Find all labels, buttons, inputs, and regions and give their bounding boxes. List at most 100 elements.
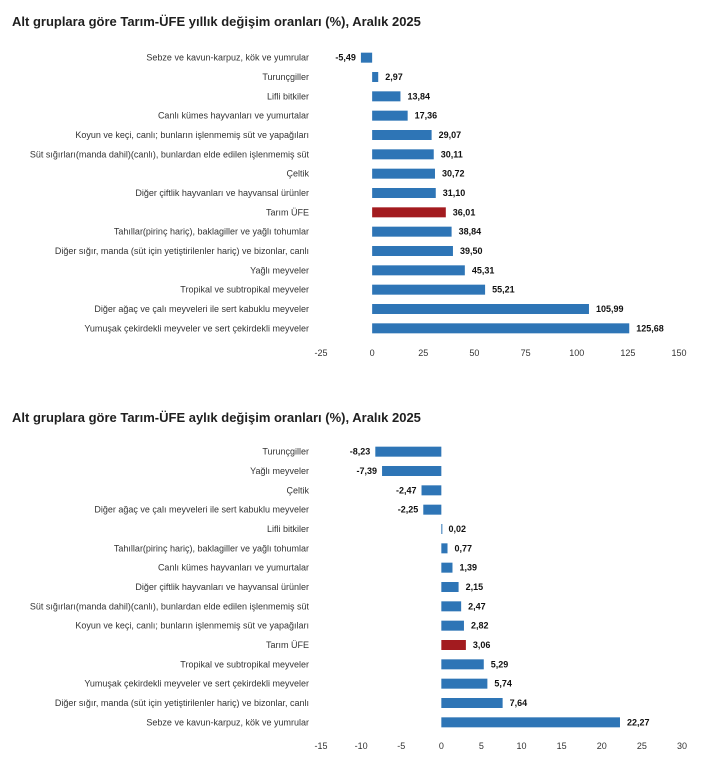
bar-13 — [441, 678, 488, 689]
bar-12 — [372, 265, 465, 276]
category-label: Çeltik — [286, 485, 309, 495]
value-label: 30,11 — [441, 149, 463, 159]
bar-7 — [372, 168, 435, 179]
value-label: 0,02 — [448, 524, 466, 534]
bar-14 — [441, 698, 503, 708]
bar-11 — [441, 640, 466, 650]
value-label: 2,15 — [466, 582, 484, 592]
value-label: 2,82 — [471, 621, 489, 631]
value-label: 3,06 — [473, 640, 491, 650]
value-label: 38,84 — [459, 227, 482, 237]
category-label: Diğer sığır, manda (süt için yetiştirile… — [55, 246, 309, 256]
value-label: 22,27 — [627, 717, 650, 727]
value-label: 55,21 — [492, 285, 515, 295]
category-label: Turunçgiller — [262, 72, 309, 82]
value-label: 5,29 — [491, 659, 509, 669]
category-label: Tarım ÜFE — [266, 207, 309, 217]
bar-8 — [372, 188, 436, 198]
x-tick-label: 0 — [439, 741, 444, 751]
annual-change-bar-chart: Sebze ve kavun-karpuz, kök ve yumrular -5… — [30, 52, 687, 358]
category-label: Tahıllar(pirinç hariç), baklagiller ve y… — [114, 227, 309, 237]
category-label: Yağlı meyveler — [250, 265, 309, 275]
bar-5 — [372, 130, 432, 140]
bar-9 — [441, 601, 462, 612]
category-label: Turunçgiller — [262, 447, 309, 457]
category-label: Tropikal ve subtropikal meyveler — [180, 285, 309, 295]
x-tick-label: 100 — [569, 348, 584, 358]
x-tick-label: 0 — [370, 348, 375, 358]
category-label: Diğer ağaç ve çalı meyveleri ile sert ka… — [94, 304, 309, 314]
category-label: Koyun ve keçi, canlı; bunların işlenmemi… — [75, 130, 309, 140]
x-tick-label: -10 — [355, 741, 368, 751]
value-label: 13,84 — [407, 91, 430, 101]
x-tick-label: 30 — [677, 741, 687, 751]
category-label: Lifli bitkiler — [267, 524, 309, 534]
bar-5 — [441, 524, 443, 534]
category-label: Diğer çiftlik hayvanları ve hayvansal ür… — [135, 582, 309, 592]
value-label: 1,39 — [459, 563, 477, 573]
bar-4 — [423, 504, 442, 515]
x-tick-label: 5 — [479, 741, 484, 751]
bar-11 — [372, 246, 453, 256]
x-tick-label: 150 — [671, 348, 686, 358]
category-label: Süt sığırları(manda dahil)(canlı), bunla… — [30, 149, 310, 159]
value-label: 125,68 — [636, 323, 664, 333]
x-tick-label: 125 — [620, 348, 635, 358]
value-label: 2,97 — [385, 72, 403, 82]
bar-12 — [441, 659, 484, 670]
bar-13 — [372, 284, 486, 295]
category-label: Diğer ağaç ve çalı meyveleri ile sert ka… — [94, 505, 309, 515]
value-label: 39,50 — [460, 246, 483, 256]
value-label: 45,31 — [472, 265, 495, 275]
bar-1 — [375, 446, 442, 457]
value-label: -2,25 — [398, 505, 419, 515]
category-label: Tahıllar(pirinç hariç), baklagiller ve y… — [114, 543, 309, 553]
bar-2 — [372, 72, 379, 82]
x-tick-label: 25 — [418, 348, 428, 358]
bar-3 — [421, 485, 442, 496]
x-tick-label: 75 — [521, 348, 531, 358]
category-label: Yumuşak çekirdekli meyveler ve sert çeki… — [84, 679, 309, 689]
value-label: 36,01 — [453, 207, 476, 217]
x-tick-label: 50 — [469, 348, 479, 358]
chart-title-monthly: Alt gruplara göre Tarım-ÜFE aylık değişi… — [12, 410, 421, 425]
category-label: Lifli bitkiler — [267, 91, 309, 101]
x-tick-label: -25 — [314, 348, 327, 358]
bar-1 — [360, 52, 373, 63]
category-label: Yağlı meyveler — [250, 466, 309, 476]
category-label: Canlı kümes hayvanları ve yumurtalar — [158, 563, 309, 573]
x-tick-label: 25 — [637, 741, 647, 751]
x-tick-label: 20 — [597, 741, 607, 751]
value-label: 29,07 — [439, 130, 462, 140]
category-label: Koyun ve keçi, canlı; bunların işlenmemi… — [75, 621, 309, 631]
value-label: 105,99 — [596, 304, 624, 314]
value-label: 30,72 — [442, 169, 465, 179]
value-label: -7,39 — [357, 466, 378, 476]
bar-15 — [441, 717, 620, 728]
bar-10 — [372, 226, 452, 237]
x-tick-label: 10 — [517, 741, 527, 751]
category-label: Sebze ve kavun-karpuz, kök ve yumrular — [146, 53, 309, 63]
category-label: Diğer sığır, manda (süt için yetiştirile… — [55, 698, 309, 708]
bar-14 — [372, 304, 589, 314]
bar-4 — [372, 110, 408, 121]
bar-3 — [372, 91, 401, 102]
value-label: -2,47 — [396, 485, 417, 495]
value-label: -8,23 — [350, 447, 371, 457]
value-label: 0,77 — [455, 543, 473, 553]
category-label: Tropikal ve subtropikal meyveler — [180, 659, 309, 669]
category-label: Sebze ve kavun-karpuz, kök ve yumrular — [146, 717, 309, 727]
value-label: 7,64 — [510, 698, 528, 708]
value-label: 31,10 — [443, 188, 466, 198]
bar-8 — [441, 582, 459, 592]
monthly-change-bar-chart: Turunçgiller -8,23 Yağlı meyveler -7,39 Çelt… — [30, 446, 687, 751]
bar-7 — [441, 562, 453, 573]
bar-15 — [372, 323, 630, 334]
bar-6 — [372, 149, 434, 160]
bar-2 — [382, 466, 442, 476]
value-label: 5,74 — [494, 679, 512, 689]
category-label: Süt sığırları(manda dahil)(canlı), bunla… — [30, 601, 310, 611]
x-tick-label: -15 — [314, 741, 327, 751]
chart-title-annual: Alt gruplara göre Tarım-ÜFE yıllık değiş… — [12, 14, 421, 29]
category-label: Yumuşak çekirdekli meyveler ve sert çeki… — [84, 323, 309, 333]
